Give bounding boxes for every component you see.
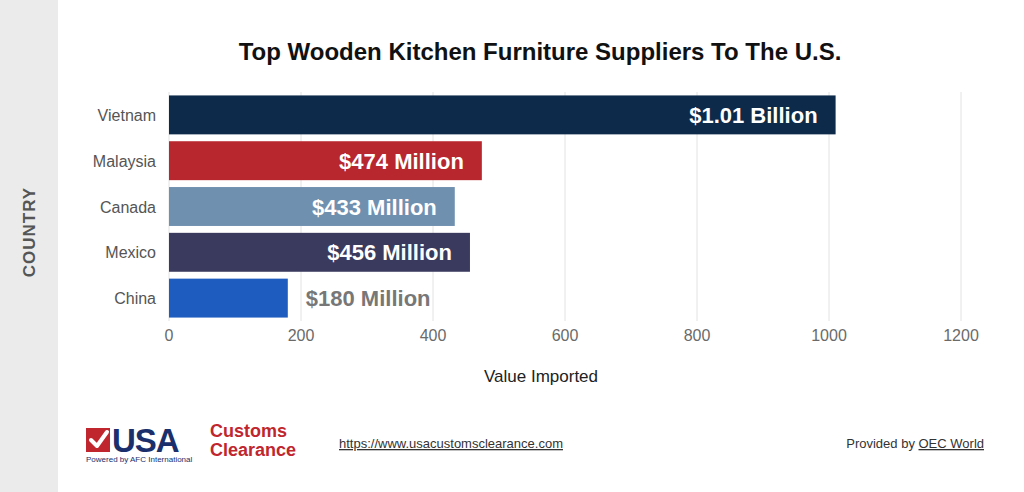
bar [169,141,482,180]
category-label: Canada [100,199,156,216]
title: Top Wooden Kitchen Furniture Suppliers T… [239,38,842,65]
bar [169,279,288,318]
bar [169,187,455,226]
url: https://www.usacustomsclearance.com [339,436,563,451]
side-strip [0,0,58,492]
logo-text: USA [112,422,179,459]
x-axis-label: Value Imported [484,367,598,386]
bar [169,95,836,134]
data-label: $180 Million [306,286,431,311]
grid-line [961,92,962,321]
source: Provided by OEC World [846,436,984,451]
logo-box [86,428,110,452]
bar [169,233,470,272]
category-label: Mexico [105,244,156,261]
x-tick-label: 800 [684,327,711,344]
data-labels: $1.01 Billion $474 Million $433 Million $45… [306,103,818,311]
x-tick-label: 200 [288,327,315,344]
logo-text: Customs [210,421,287,441]
category-label: Malaysia [93,153,156,170]
bars [169,95,836,317]
x-tick-label: 1200 [943,327,979,344]
x-tick-label: 0 [165,327,174,344]
source-link: OEC World [919,436,985,451]
x-tick-label: 1000 [811,327,847,344]
x-tick-label: 600 [552,327,579,344]
data-label: $1.01 Billion [689,103,817,128]
data-label: $433 Million [312,195,437,220]
source-prefix: Provided by [846,436,918,451]
grid [169,92,961,321]
logo-check [91,432,107,446]
logo-tagline: Powered by AFC International [86,455,193,464]
category-label: China [114,290,156,307]
x-tick-label: 400 [420,327,447,344]
chart: Top Wooden Kitchen Furniture Suppliers T… [0,0,1024,492]
y-axis-label: COUNTRY [20,187,39,277]
background [0,0,1024,492]
logo-text: Clearance [210,440,296,460]
category-label: Vietnam [98,107,156,124]
data-label: $456 Million [327,240,452,265]
data-label: $474 Million [339,149,464,174]
footer: USA CustomsClearance Powered by AFC Intern… [86,421,984,464]
